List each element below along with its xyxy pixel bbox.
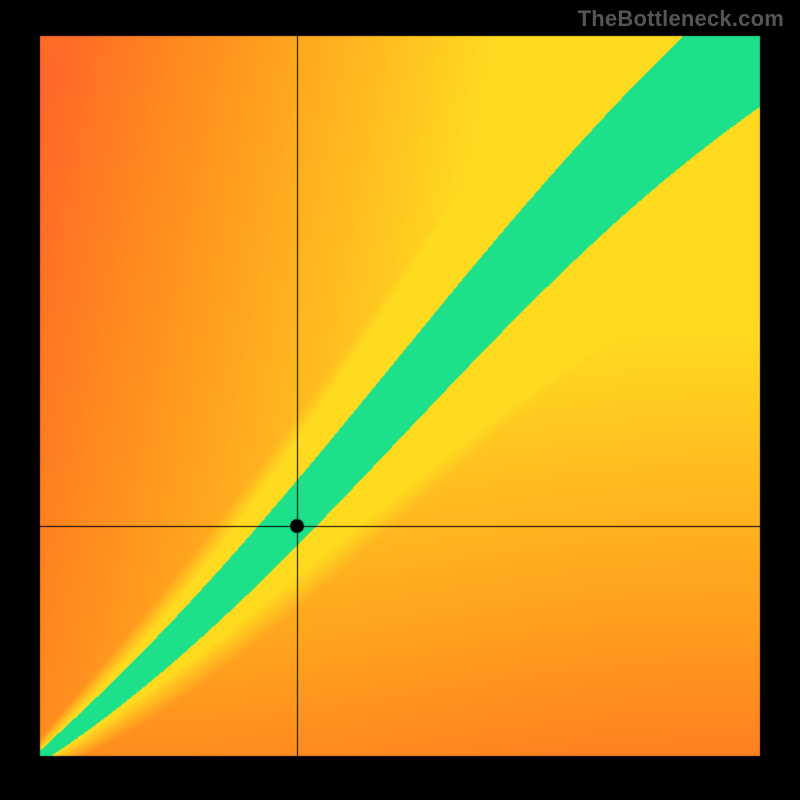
heatmap-canvas [0, 0, 800, 800]
chart-container: TheBottleneck.com [0, 0, 800, 800]
watermark-text: TheBottleneck.com [578, 6, 784, 32]
